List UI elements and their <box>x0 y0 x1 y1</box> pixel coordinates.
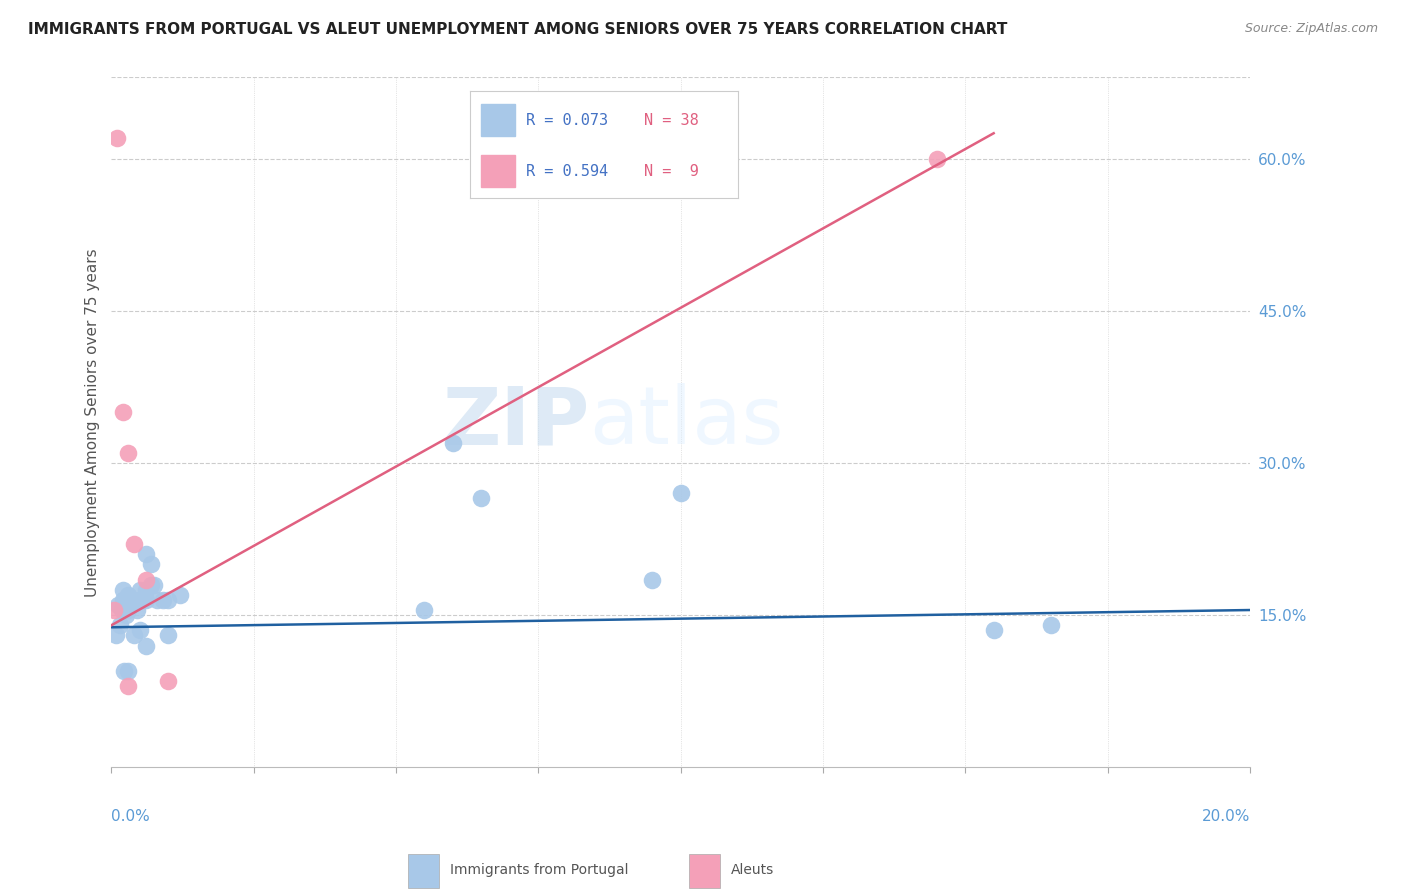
Point <box>111 405 134 419</box>
Text: Source: ZipAtlas.com: Source: ZipAtlas.com <box>1244 22 1378 36</box>
Point <box>128 582 150 597</box>
Point <box>111 593 134 607</box>
Point <box>117 664 139 678</box>
Point <box>983 624 1005 638</box>
Point <box>669 486 692 500</box>
Text: ZIP: ZIP <box>443 384 589 461</box>
Point <box>135 573 157 587</box>
Point <box>117 588 139 602</box>
Point <box>135 593 157 607</box>
Text: Immigrants from Portugal: Immigrants from Portugal <box>450 863 628 877</box>
Point <box>107 598 129 612</box>
Point <box>103 603 125 617</box>
Point <box>120 593 142 607</box>
Point <box>132 593 155 607</box>
Point <box>105 131 128 145</box>
Point <box>104 628 127 642</box>
Point <box>117 679 139 693</box>
Text: IMMIGRANTS FROM PORTUGAL VS ALEUT UNEMPLOYMENT AMONG SENIORS OVER 75 YEARS CORRE: IMMIGRANTS FROM PORTUGAL VS ALEUT UNEMPL… <box>28 22 1008 37</box>
Text: Aleuts: Aleuts <box>731 863 775 877</box>
Point <box>470 491 492 506</box>
Point <box>135 639 157 653</box>
Y-axis label: Unemployment Among Seniors over 75 years: Unemployment Among Seniors over 75 years <box>86 248 100 597</box>
Point <box>146 593 169 607</box>
Point <box>169 588 191 602</box>
Point <box>112 664 135 678</box>
Point <box>117 603 139 617</box>
Point <box>125 603 148 617</box>
Point <box>141 558 163 572</box>
Text: 0.0%: 0.0% <box>111 809 150 823</box>
Text: 20.0%: 20.0% <box>1202 809 1250 823</box>
Point <box>143 577 166 591</box>
Text: atlas: atlas <box>589 384 785 461</box>
Point <box>152 593 174 607</box>
Point <box>108 618 131 632</box>
Point <box>122 628 145 642</box>
Point <box>122 537 145 551</box>
Point <box>117 446 139 460</box>
Point <box>157 673 180 688</box>
Point <box>641 573 664 587</box>
Point <box>441 435 464 450</box>
Point <box>128 624 150 638</box>
Point <box>111 582 134 597</box>
Point <box>128 593 150 607</box>
Point <box>413 603 436 617</box>
Point <box>141 577 163 591</box>
Point <box>1039 618 1062 632</box>
Point <box>135 582 157 597</box>
Point <box>157 593 180 607</box>
Point <box>114 608 136 623</box>
Point <box>122 593 145 607</box>
Point <box>111 603 134 617</box>
Point <box>925 152 948 166</box>
Point <box>157 628 180 642</box>
Point <box>135 547 157 561</box>
